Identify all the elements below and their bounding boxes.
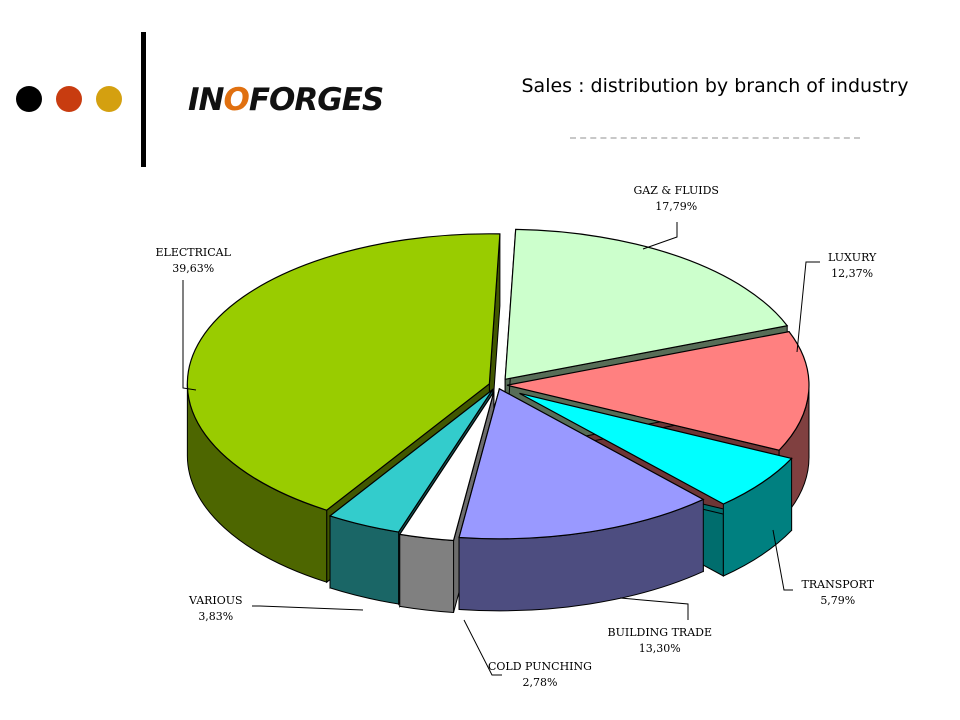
- label-value: 3,83%: [198, 610, 234, 623]
- label-luxury: LUXURY 12,37%: [828, 250, 876, 282]
- leader-line-cold-punching: [463, 619, 502, 676]
- title-underline: [570, 137, 860, 139]
- company-logo: INOFORGES: [188, 82, 384, 118]
- label-electrical: ELECTRICAL 39,63%: [156, 245, 231, 277]
- header-dot-2: [56, 86, 82, 112]
- label-value: 17,79%: [655, 200, 698, 213]
- slice-luxury: [506, 330, 810, 451]
- leader-line-luxury: [796, 261, 820, 353]
- label-name: ELECTRICAL: [155, 246, 231, 259]
- slice-electrical: [186, 233, 501, 511]
- label-value: 39,63%: [172, 262, 215, 275]
- leader-line-transport: [772, 529, 793, 591]
- label-building-trade: BUILDING TRADE 13,30%: [608, 625, 713, 657]
- leader-line-building-trade: [619, 597, 689, 620]
- label-various: VARIOUS 3,83%: [189, 593, 243, 625]
- slice-various: [328, 389, 494, 533]
- label-name: LUXURY: [828, 251, 877, 264]
- label-name: GAZ & FLUIDS: [633, 184, 719, 197]
- leader-line-gaz-fluids: [642, 222, 678, 250]
- header-dot-1: [16, 86, 42, 112]
- label-value: 2,78%: [522, 676, 558, 689]
- label-name: VARIOUS: [189, 594, 243, 607]
- leader-line-various: [252, 605, 364, 611]
- label-name: TRANSPORT: [801, 578, 875, 591]
- page-title: Sales : distribution by branch of indust…: [521, 75, 909, 97]
- label-name: COLD PUNCHING: [488, 660, 592, 673]
- label-gaz-fluids: GAZ & FLUIDS 17,79%: [634, 183, 719, 215]
- leader-line-electrical: [182, 280, 197, 391]
- slice-cold-punching: [398, 391, 495, 542]
- label-value: 5,79%: [820, 594, 856, 607]
- slice-side-cold-punching: [399, 533, 455, 614]
- slice-building-trade: [458, 387, 705, 540]
- label-value: 13,30%: [638, 642, 681, 655]
- slice-gaz-fluids: [504, 228, 789, 381]
- label-name: BUILDING TRADE: [607, 626, 713, 639]
- label-transport: TRANSPORT 5,79%: [802, 577, 875, 609]
- header-divider: [141, 32, 146, 167]
- label-cold-punching: COLD PUNCHING 2,78%: [488, 659, 592, 691]
- header-dot-3: [96, 86, 122, 112]
- slice-transport: [519, 392, 793, 505]
- label-value: 12,37%: [831, 267, 874, 280]
